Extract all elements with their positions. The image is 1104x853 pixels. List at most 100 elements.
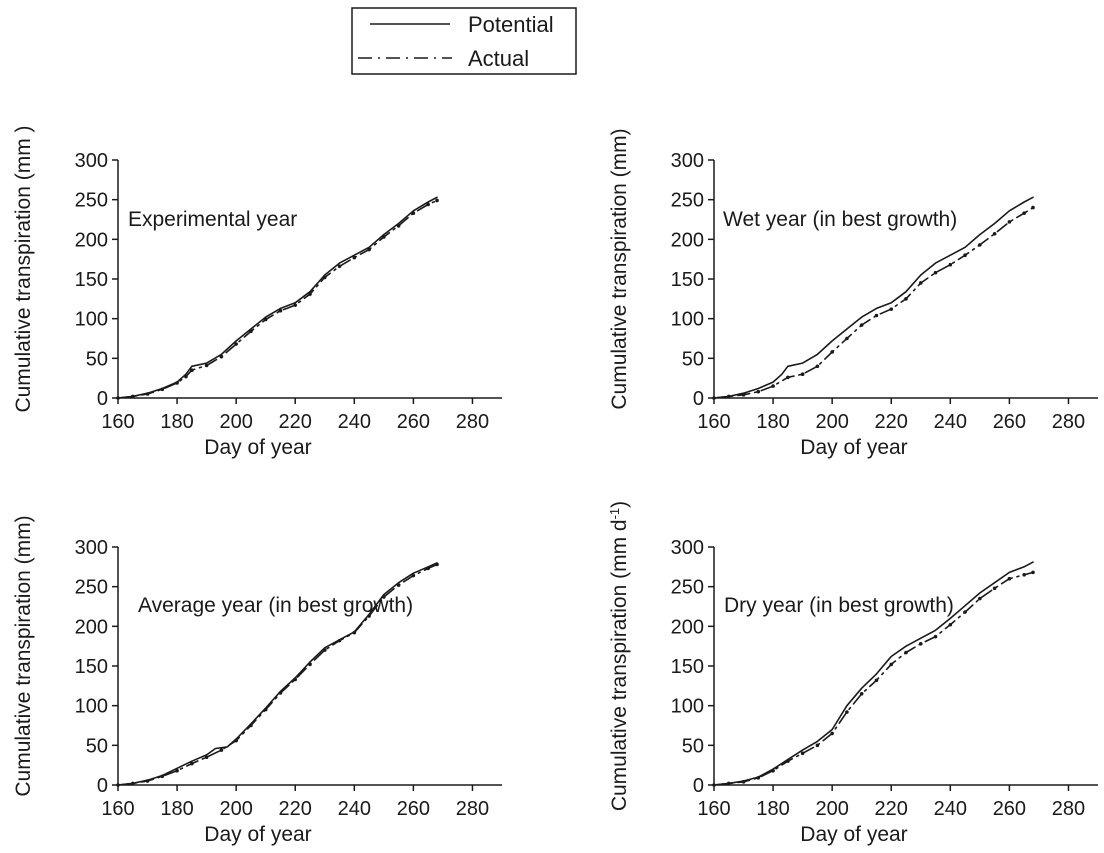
y-tick-label: 150	[75, 656, 108, 678]
actual-point	[435, 562, 439, 567]
actual-point	[1022, 572, 1026, 577]
actual-point	[786, 375, 790, 380]
actual-point	[160, 387, 165, 392]
actual-point	[845, 336, 849, 341]
series-line-potential	[713, 196, 1034, 399]
y-tick-label: 300	[75, 150, 108, 172]
actual-point	[1031, 570, 1035, 575]
x-tick-label: 160	[101, 798, 134, 820]
actual-point	[889, 662, 894, 667]
actual-point	[308, 292, 312, 296]
y-axis-label-superscript: -1	[607, 508, 622, 520]
actual-point	[741, 780, 746, 784]
chart-panel-4: 0 50 100 150 200 250 300 160 180 200 220 240 260 280 D…	[607, 501, 1098, 846]
actual-point	[130, 394, 135, 399]
x-tick-label: 240	[338, 411, 371, 433]
actual-point	[263, 317, 268, 322]
actual-point	[771, 384, 775, 388]
y-tick-label: 0	[97, 775, 108, 797]
actual-point	[337, 638, 342, 643]
actual-point	[1007, 576, 1012, 581]
actual-point	[918, 641, 923, 646]
panel-title: Wet year (in best growth)	[723, 208, 957, 231]
actual-point	[396, 224, 401, 228]
y-tick-label: 250	[75, 190, 108, 212]
y-tick-label: 250	[671, 577, 704, 599]
actual-point	[293, 303, 298, 307]
y-tick-label: 0	[97, 388, 108, 410]
actual-point	[322, 275, 327, 280]
actual-point	[933, 634, 938, 639]
actual-point	[992, 586, 997, 591]
actual-point	[904, 650, 908, 655]
actual-point	[293, 677, 298, 682]
actual-point	[756, 389, 761, 394]
actual-point	[712, 783, 716, 787]
y-tick-label: 200	[671, 229, 704, 251]
y-axis-label: Cumulative transpiration (mm)	[12, 515, 35, 796]
actual-point	[426, 566, 430, 571]
x-tick-label: 200	[815, 798, 848, 820]
actual-point	[771, 768, 775, 773]
actual-point	[382, 235, 386, 239]
actual-point	[800, 372, 805, 377]
actual-point	[800, 751, 805, 756]
x-tick-label: 220	[279, 411, 312, 433]
actual-point	[367, 614, 371, 618]
actual-point	[263, 707, 268, 712]
actual-point	[726, 394, 731, 399]
actual-point	[712, 396, 716, 400]
actual-point	[874, 313, 879, 318]
actual-point	[830, 731, 834, 736]
actual-point	[175, 381, 179, 385]
actual-point	[219, 354, 224, 359]
y-tick-label: 100	[75, 309, 108, 331]
x-axis-label: Day of year	[800, 436, 907, 459]
chart-panel-3: 0 50 100 150 200 250 300 160 180 200 220 240 260 280 D…	[12, 515, 502, 846]
actual-point	[845, 710, 849, 714]
legend-actual-label: Actual	[468, 46, 529, 71]
actual-point	[337, 264, 342, 269]
series-line-potential	[117, 562, 438, 786]
actual-point	[145, 779, 150, 783]
actual-point	[184, 374, 188, 379]
actual-point	[116, 783, 120, 787]
panel-title: Average year (in best growth)	[138, 594, 413, 617]
y-tick-label: 150	[75, 269, 108, 291]
chart-panel-2: 0 50 100 150 200 250 300 160 180 200 220 240 260 280 D…	[608, 128, 1098, 459]
actual-point	[874, 678, 879, 683]
x-tick-label: 180	[160, 798, 193, 820]
y-tick-label: 200	[75, 229, 108, 251]
x-tick-label: 220	[875, 798, 908, 820]
panel-title: Experimental year	[128, 208, 297, 231]
y-tick-label: 250	[671, 190, 704, 212]
x-tick-label: 260	[993, 411, 1026, 433]
actual-point	[234, 342, 238, 346]
y-tick-label: 0	[693, 775, 704, 797]
actual-point	[859, 323, 864, 327]
y-tick-label: 150	[671, 269, 704, 291]
y-tick-label: 200	[75, 616, 108, 638]
actual-point	[249, 329, 253, 334]
x-tick-label: 220	[279, 798, 312, 820]
x-tick-label: 260	[993, 798, 1026, 820]
actual-point	[204, 363, 209, 368]
y-axis-label: Cumulative transpiration (mm d-1)	[607, 501, 632, 811]
x-tick-label: 280	[456, 411, 489, 433]
actual-point	[396, 583, 401, 587]
x-tick-label: 280	[1052, 798, 1085, 820]
x-axis-label: Day of year	[800, 823, 907, 846]
x-tick-label: 260	[397, 411, 430, 433]
x-tick-label: 180	[160, 411, 193, 433]
actual-point	[411, 211, 416, 215]
actual-point	[234, 738, 238, 743]
x-tick-label: 220	[875, 411, 908, 433]
actual-point	[1031, 205, 1035, 210]
actual-point	[367, 247, 371, 252]
x-tick-label: 240	[934, 798, 967, 820]
x-tick-label: 160	[697, 411, 730, 433]
actual-point	[116, 396, 120, 400]
actual-point	[726, 781, 731, 786]
y-tick-label: 100	[671, 696, 704, 718]
